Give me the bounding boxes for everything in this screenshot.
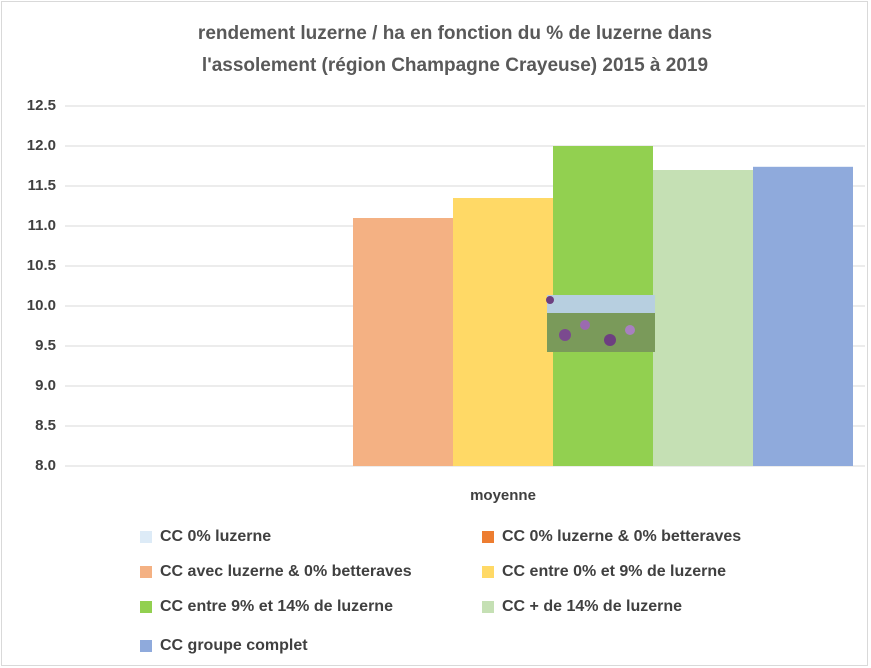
photo <box>546 295 655 352</box>
y-tick-label: 12.5 <box>27 97 56 114</box>
legend-label: CC entre 9% et 14% de luzerne <box>160 598 393 615</box>
legend-label: CC + de 14% de luzerne <box>502 598 682 615</box>
chart-title: rendement luzerne / ha en fonction du % … <box>198 23 712 44</box>
chart-title: l'assolement (région Champagne Crayeuse)… <box>202 55 708 76</box>
legend-swatch <box>482 531 494 543</box>
legend-swatch <box>140 531 152 543</box>
bar <box>753 166 853 467</box>
bar <box>353 218 453 466</box>
y-tick-label: 12.0 <box>27 137 56 154</box>
y-tick-label: 11.0 <box>28 217 56 234</box>
y-tick-label: 8.0 <box>35 457 56 474</box>
legend-label: CC groupe complet <box>160 637 308 654</box>
y-tick-label: 11.5 <box>28 177 56 194</box>
legend-swatch <box>482 566 494 578</box>
bar <box>653 170 753 466</box>
x-tick-label: moyenne <box>470 487 536 504</box>
y-tick-label: 10.0 <box>27 297 56 314</box>
legend-swatch <box>140 640 152 652</box>
legend-swatch <box>140 601 152 613</box>
legend-label: CC 0% luzerne <box>160 528 271 545</box>
bar <box>453 198 553 466</box>
legend-label: CC avec luzerne & 0% betteraves <box>160 563 412 580</box>
legend-label: CC entre 0% et 9% de luzerne <box>502 563 726 580</box>
legend-swatch <box>482 601 494 613</box>
y-tick-label: 10.5 <box>27 257 56 274</box>
y-tick-label: 9.5 <box>35 337 56 354</box>
legend-swatch <box>140 566 152 578</box>
legend-label: CC 0% luzerne & 0% betteraves <box>502 528 741 545</box>
y-tick-label: 9.0 <box>35 377 56 394</box>
y-tick-label: 8.5 <box>35 417 56 434</box>
